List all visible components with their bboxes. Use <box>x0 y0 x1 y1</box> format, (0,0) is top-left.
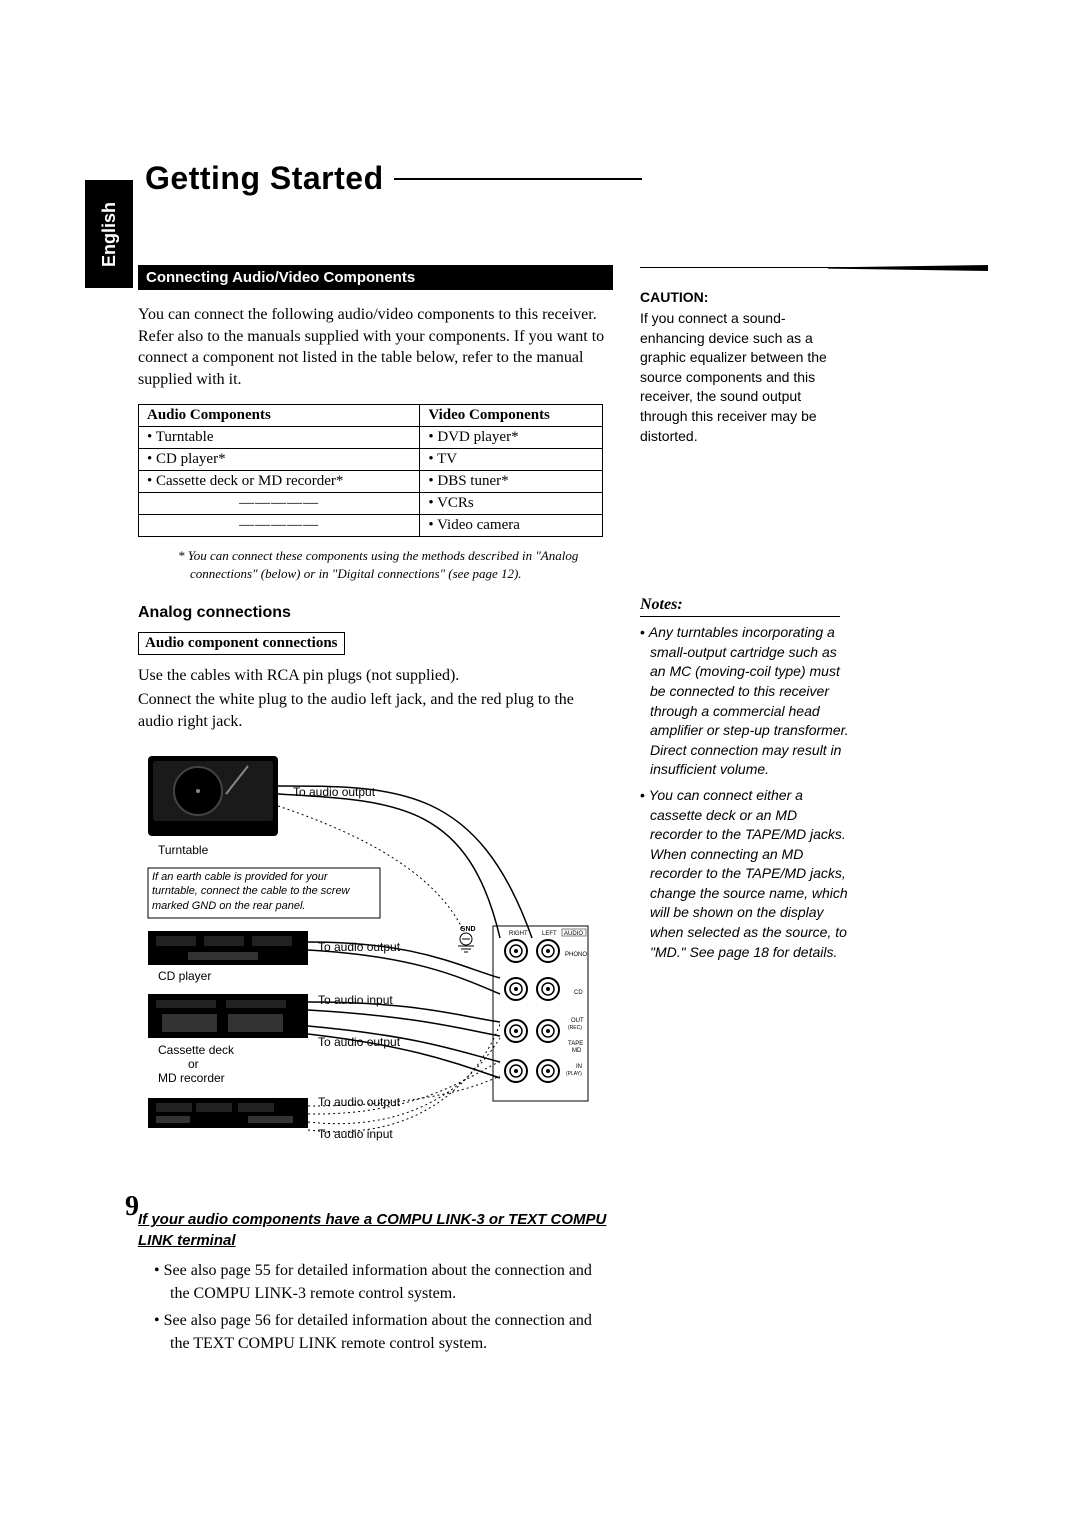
caution-text: If you connect a sound-enhancing device … <box>640 309 840 446</box>
left-column: Connecting Audio/Video Components You ca… <box>138 265 613 1360</box>
svg-text:MD recorder: MD recorder <box>158 1071 225 1085</box>
table-row: —————• Video camera <box>139 515 603 537</box>
svg-text:LEFT: LEFT <box>542 931 557 937</box>
th-video: Video Components <box>420 405 603 427</box>
compu-link-subhead: If your audio components have a COMPU LI… <box>138 1210 613 1251</box>
connection-diagram: RIGHT LEFT AUDIO PHONO CD OUT (REC) TAPE… <box>138 746 593 1196</box>
list-item: You can connect either a cassette deck o… <box>640 786 850 962</box>
table-row: • CD player*• TV <box>139 449 603 471</box>
language-label: English <box>99 201 120 266</box>
svg-text:(REC): (REC) <box>568 1025 582 1031</box>
box-label-audio-conn: Audio component connections <box>138 632 345 655</box>
table-header-row: Audio Components Video Components <box>139 405 603 427</box>
intro-text: You can connect the following audio/vide… <box>138 304 613 390</box>
list-item: See also page 56 for detailed informatio… <box>154 1309 613 1355</box>
svg-text:GND: GND <box>460 926 476 933</box>
page-number: 9 <box>125 1191 139 1223</box>
table-row: —————• VCRs <box>139 493 603 515</box>
svg-text:CD: CD <box>574 990 583 996</box>
svg-text:(PLAY): (PLAY) <box>566 1071 582 1077</box>
diagram-svg: RIGHT LEFT AUDIO PHONO CD OUT (REC) TAPE… <box>138 746 593 1196</box>
th-audio: Audio Components <box>139 405 420 427</box>
components-table: Audio Components Video Components • Turn… <box>138 404 603 537</box>
svg-text:MD: MD <box>572 1048 582 1054</box>
svg-text:Cassette deck: Cassette deck <box>158 1043 235 1057</box>
right-rule <box>640 265 988 271</box>
section-header-bar: Connecting Audio/Video Components <box>138 265 613 290</box>
svg-text:or: or <box>188 1057 199 1071</box>
rca-text-2: Connect the white plug to the audio left… <box>138 689 613 732</box>
manual-page: English Getting Started Connecting Audio… <box>0 0 1080 1529</box>
table-row: • Turntable• DVD player* <box>139 427 603 449</box>
svg-text:OUT: OUT <box>571 1018 584 1024</box>
svg-text:TAPE: TAPE <box>568 1041 583 1047</box>
language-tab: English <box>85 180 133 288</box>
svg-text:To audio input: To audio input <box>318 1127 393 1141</box>
svg-text:Turntable: Turntable <box>158 843 209 857</box>
svg-text:CD player: CD player <box>158 969 211 983</box>
notes-list: Any turntables incorporating a small-out… <box>640 623 850 962</box>
spacer <box>640 446 988 596</box>
page-title: Getting Started <box>145 160 642 197</box>
caution-heading: CAUTION: <box>640 289 988 305</box>
title-text: Getting Started <box>145 160 384 197</box>
right-column: CAUTION: If you connect a sound-enhancin… <box>640 265 988 968</box>
table-row: • Cassette deck or MD recorder*• DBS tun… <box>139 471 603 493</box>
list-item: Any turntables incorporating a small-out… <box>640 623 850 780</box>
rca-text-1: Use the cables with RCA pin plugs (not s… <box>138 665 613 687</box>
svg-text:PHONO: PHONO <box>565 952 587 958</box>
table-footnote: * You can connect these components using… <box>178 547 613 582</box>
notes-heading: Notes: <box>640 596 840 617</box>
svg-text:RIGHT: RIGHT <box>509 931 528 937</box>
compu-link-bullets: See also page 55 for detailed informatio… <box>138 1259 613 1356</box>
svg-text:IN: IN <box>576 1064 582 1070</box>
list-item: See also page 55 for detailed informatio… <box>154 1259 613 1305</box>
svg-text:AUDIO: AUDIO <box>564 931 583 937</box>
title-rule <box>394 178 642 180</box>
subhead-analog: Analog connections <box>138 604 613 622</box>
